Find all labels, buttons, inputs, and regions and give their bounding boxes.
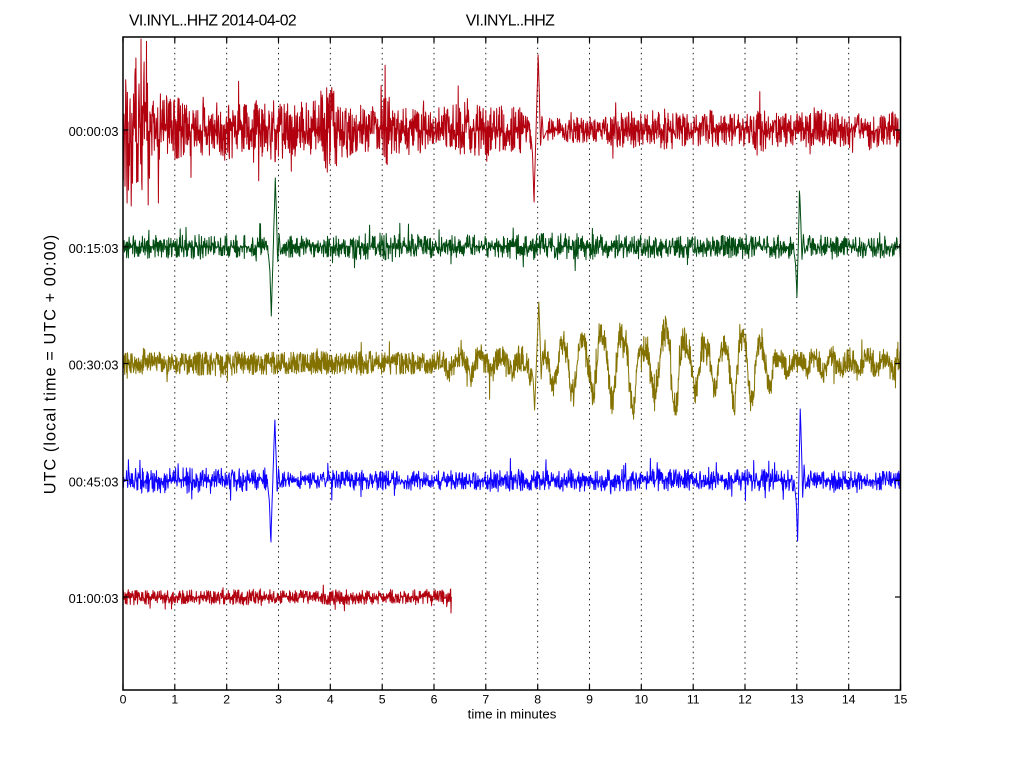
svg-text:4: 4 bbox=[327, 693, 334, 707]
svg-text:1: 1 bbox=[171, 693, 178, 707]
svg-text:10: 10 bbox=[634, 693, 648, 707]
svg-text:2: 2 bbox=[223, 693, 230, 707]
svg-text:00:15:03: 00:15:03 bbox=[69, 241, 119, 256]
svg-text:15: 15 bbox=[894, 693, 908, 707]
svg-text:8: 8 bbox=[534, 693, 541, 707]
svg-text:6: 6 bbox=[431, 693, 438, 707]
svg-text:3: 3 bbox=[275, 693, 282, 707]
svg-text:01:00:03: 01:00:03 bbox=[69, 591, 119, 606]
svg-text:12: 12 bbox=[738, 693, 752, 707]
svg-text:7: 7 bbox=[482, 693, 489, 707]
svg-text:00:30:03: 00:30:03 bbox=[69, 358, 119, 373]
svg-text:0: 0 bbox=[120, 693, 127, 707]
svg-text:00:45:03: 00:45:03 bbox=[69, 474, 119, 489]
svg-text:11: 11 bbox=[687, 693, 700, 707]
svg-text:time in minutes: time in minutes bbox=[468, 707, 557, 722]
svg-text:14: 14 bbox=[842, 693, 856, 707]
svg-text:UTC (local time = UTC + 00:00): UTC (local time = UTC + 00:00) bbox=[42, 234, 60, 495]
svg-text:13: 13 bbox=[790, 693, 804, 707]
svg-text:VI.INYL..HHZ: VI.INYL..HHZ bbox=[466, 13, 555, 30]
svg-text:9: 9 bbox=[586, 693, 593, 707]
svg-text:00:00:03: 00:00:03 bbox=[69, 124, 119, 139]
svg-text:5: 5 bbox=[379, 693, 386, 707]
svg-text:VI.INYL..HHZ 2014-04-02: VI.INYL..HHZ 2014-04-02 bbox=[129, 13, 296, 30]
